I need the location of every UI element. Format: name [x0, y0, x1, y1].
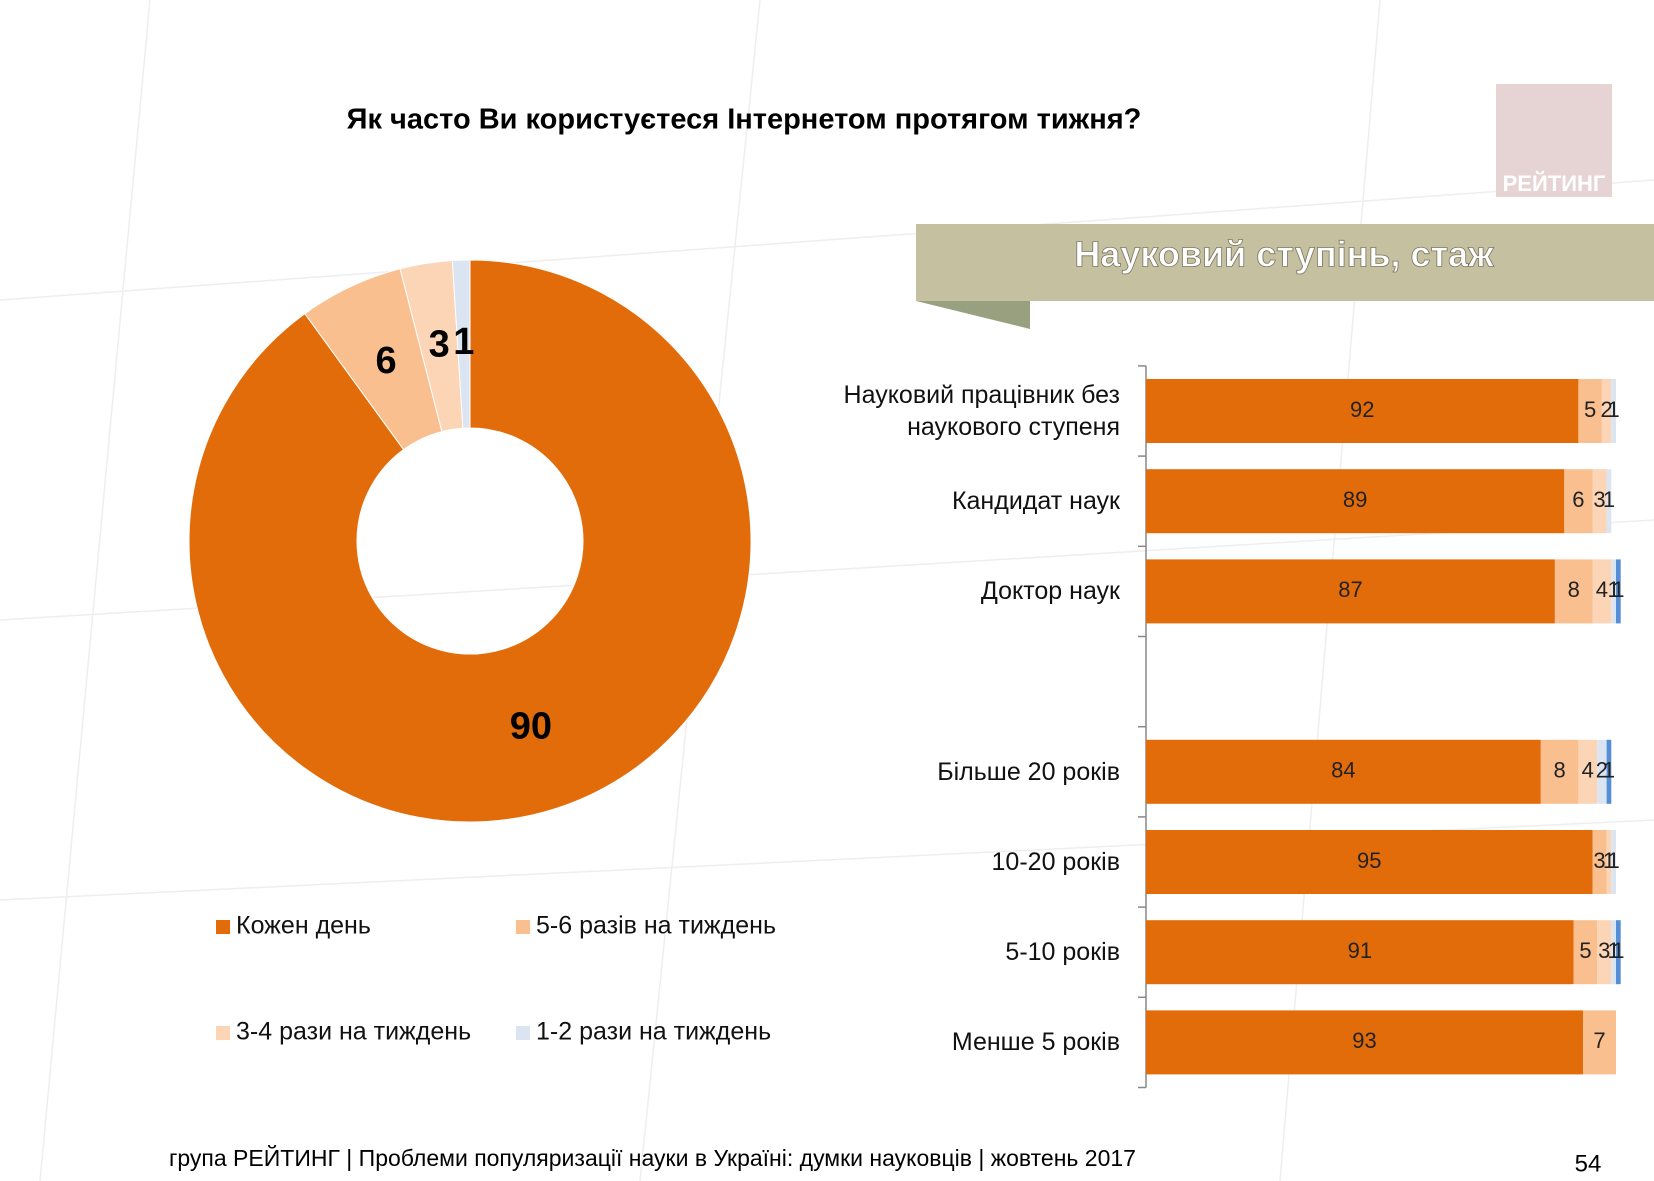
banner-fold — [916, 301, 1030, 329]
bar-value-label: 3 — [1593, 487, 1605, 512]
bar-segment — [1146, 1010, 1584, 1075]
bar-value-label: 6 — [1572, 487, 1584, 512]
category-label: 5-10 років — [1005, 938, 1120, 967]
slice-label: 6 — [376, 340, 397, 382]
bar-segment — [1578, 739, 1598, 804]
page-number: 54 — [1575, 1150, 1602, 1177]
donut-slice — [188, 259, 752, 823]
legend-label: 3-4 рази на тиждень — [236, 1018, 471, 1046]
bar-value-label: 8 — [1568, 577, 1580, 602]
category-label: Менше 5 років — [951, 1028, 1120, 1057]
bar-value-label: 93 — [1352, 1028, 1376, 1053]
bar-value-label: 84 — [1331, 758, 1355, 783]
bar-value-label: 91 — [1348, 938, 1372, 963]
bar-value-label: 8 — [1553, 758, 1565, 783]
category-label: 10-20 років — [991, 848, 1120, 876]
bar-segment — [1146, 469, 1565, 534]
bar-segment — [1616, 559, 1621, 624]
bar-segment — [1540, 739, 1579, 804]
bar-value-label: 1 — [1603, 487, 1615, 512]
bar-value-label: 87 — [1338, 577, 1362, 602]
category-label: Доктор наук — [980, 577, 1120, 606]
slice-label: 90 — [510, 705, 552, 747]
bar-value-label: 2 — [1596, 758, 1608, 783]
legend-swatch — [516, 920, 530, 934]
legend-swatch — [216, 1026, 230, 1040]
bar-value-label: 3 — [1593, 848, 1605, 873]
bar-segment — [1564, 469, 1593, 534]
category-label: Науковий працівник без наукового ступеня — [843, 381, 1120, 441]
legend-label: 1-2 рази на тиждень — [536, 1018, 771, 1046]
bar-segment — [1611, 920, 1616, 985]
bar-segment — [1578, 379, 1602, 443]
slice-label: 1 — [453, 321, 474, 363]
bar-segment — [1573, 920, 1598, 985]
bar-segment — [1146, 559, 1555, 624]
bar-value-label: 1 — [1612, 577, 1624, 602]
bar-value-label: 95 — [1357, 848, 1381, 873]
category-label: Кандидат наук — [951, 487, 1120, 516]
bar-value-label: 7 — [1593, 1028, 1605, 1053]
bar-segment — [1146, 739, 1541, 804]
donut-slice — [451, 259, 471, 429]
bar-segment — [1611, 379, 1616, 443]
logo-box — [1496, 84, 1612, 197]
bar-segment — [1611, 559, 1616, 624]
bar-segment — [1146, 920, 1574, 985]
bar-segment — [1597, 739, 1607, 804]
legend-label: Кожен день — [236, 912, 371, 940]
bar-segment — [1606, 830, 1612, 894]
bar-segment — [1606, 469, 1612, 534]
bar-segment — [1592, 830, 1607, 894]
bar-segment — [1601, 379, 1612, 443]
legend-swatch — [516, 1026, 530, 1040]
footer: група РЕЙТИНГ | Проблеми популяризації н… — [169, 1144, 1136, 1171]
bar-value-label: 3 — [1598, 938, 1610, 963]
banner — [916, 224, 1654, 301]
slide-title: Як часто Ви користуєтеся Інтернетом прот… — [347, 104, 1142, 136]
bar-value-label: 2 — [1600, 397, 1612, 422]
bar-segment — [1583, 1010, 1616, 1075]
bar-value-label: 4 — [1582, 758, 1594, 783]
bar-value-label: 1 — [1608, 397, 1620, 422]
bar-value-label: 89 — [1343, 487, 1367, 512]
bar-value-label: 1 — [1608, 848, 1620, 873]
bar-segment — [1611, 830, 1616, 894]
bar-value-label: 4 — [1596, 577, 1608, 602]
bar-value-label: 5 — [1579, 938, 1591, 963]
bar-value-label: 5 — [1584, 397, 1596, 422]
bar-segment — [1606, 739, 1612, 804]
legend-label: 5-6 разів на тиждень — [536, 912, 776, 940]
bar-segment — [1146, 830, 1593, 894]
legend-swatch — [216, 920, 230, 934]
bar-value-label: 1 — [1612, 938, 1624, 963]
bar-segment — [1146, 379, 1579, 443]
bar-segment — [1597, 920, 1612, 985]
bar-segment — [1616, 920, 1621, 985]
slice-label: 3 — [429, 323, 450, 365]
category-label: Більше 20 років — [937, 757, 1120, 786]
bar-value-label: 92 — [1350, 397, 1374, 422]
bar-value-label: 1 — [1603, 758, 1615, 783]
banner-title: Науковий ступінь, стаж — [1074, 234, 1494, 275]
bar-segment — [1592, 469, 1607, 534]
bar-segment — [1592, 559, 1612, 624]
bar-segment — [1554, 559, 1593, 624]
logo-text: РЕЙТИНГ — [1503, 171, 1606, 196]
